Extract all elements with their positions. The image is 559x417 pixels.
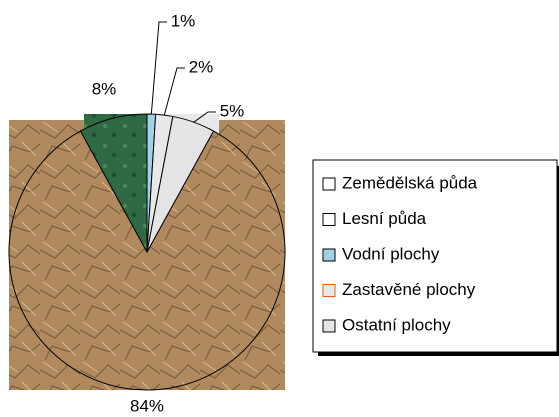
legend-label: Zemědělská půda xyxy=(342,173,478,192)
legend-swatch xyxy=(322,284,336,297)
legend-label: Lesní půda xyxy=(342,209,427,228)
pie-slice xyxy=(8,130,286,391)
data-label: 84% xyxy=(130,396,164,415)
pie-slice xyxy=(146,115,215,253)
data-label: 2% xyxy=(189,57,214,76)
legend-label: Zastavěné plochy xyxy=(342,280,476,299)
legend-swatch xyxy=(322,319,336,333)
legend-swatch xyxy=(322,177,336,191)
legend-entries: Zemědělská půda Lesní půda Vodní plochy Zas… xyxy=(322,173,478,334)
leader-line xyxy=(163,67,185,116)
legend-swatch xyxy=(322,213,336,226)
data-label: 1% xyxy=(171,11,196,30)
pie: 84% 8% 1% 2% 5% xyxy=(8,11,286,415)
leader-line xyxy=(150,21,167,115)
data-label: 5% xyxy=(220,101,245,120)
legend xyxy=(312,159,558,353)
data-label: 8% xyxy=(92,79,117,98)
legend-label: Vodní plochy xyxy=(342,244,440,263)
leader-line xyxy=(193,111,216,123)
legend-swatch xyxy=(322,248,336,262)
legend-label: Ostatní plochy xyxy=(342,315,451,334)
